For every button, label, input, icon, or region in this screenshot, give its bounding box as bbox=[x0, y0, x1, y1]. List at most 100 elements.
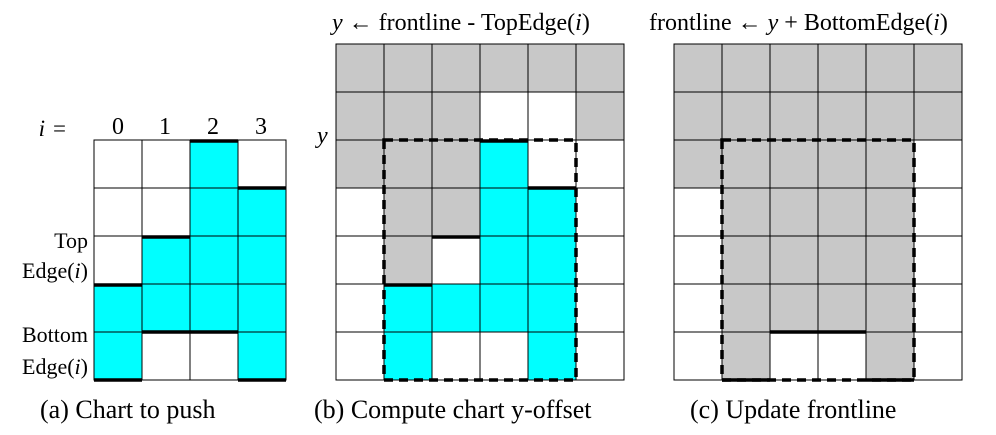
grid-cell bbox=[431, 283, 481, 333]
grid-cell bbox=[93, 139, 143, 189]
bottom-edge-label-line2: Edge(i) bbox=[22, 354, 88, 379]
grid-cell bbox=[431, 331, 481, 381]
grid-cell bbox=[189, 235, 239, 285]
grid-cell bbox=[335, 91, 385, 141]
grid-cell bbox=[769, 235, 819, 285]
grid-cell bbox=[575, 235, 625, 285]
grid-cell bbox=[721, 235, 771, 285]
panel-c-update-frontline: frontline ← y + BottomEdge(i) (c) Update… bbox=[649, 10, 963, 424]
grid-cell bbox=[93, 331, 143, 381]
grid-cell bbox=[141, 187, 191, 237]
grid-cell bbox=[817, 331, 867, 381]
grid-cell bbox=[383, 91, 433, 141]
grid-cell bbox=[575, 331, 625, 381]
grid-cell bbox=[237, 331, 287, 381]
grid-cell bbox=[673, 139, 723, 189]
grid-cell bbox=[237, 187, 287, 237]
grid-cell bbox=[721, 283, 771, 333]
grid-cell bbox=[335, 43, 385, 93]
title-c: frontline ← y + BottomEdge(i) bbox=[649, 10, 948, 36]
bottom-edge-label-line1: Bottom bbox=[22, 322, 88, 347]
grid-cell bbox=[817, 43, 867, 93]
grid-cell bbox=[721, 139, 771, 189]
grid-cell bbox=[479, 235, 529, 285]
grid-cell bbox=[913, 235, 963, 285]
grid-cell bbox=[189, 331, 239, 381]
grid-cell bbox=[913, 187, 963, 237]
grid-cell bbox=[431, 187, 481, 237]
grid-cell bbox=[673, 331, 723, 381]
grid-cell bbox=[721, 187, 771, 237]
grid-cell bbox=[479, 187, 529, 237]
grid-cell bbox=[769, 187, 819, 237]
grid-cell bbox=[817, 187, 867, 237]
grid-cell bbox=[527, 91, 577, 141]
grid-cell bbox=[189, 139, 239, 189]
grid-cell bbox=[865, 91, 915, 141]
column-index-2: 2 bbox=[207, 114, 219, 140]
grid-cell bbox=[575, 139, 625, 189]
grid-cell bbox=[865, 139, 915, 189]
grid-cell bbox=[431, 235, 481, 285]
grid-cell bbox=[673, 91, 723, 141]
grid-cell bbox=[479, 139, 529, 189]
grid-cell bbox=[721, 91, 771, 141]
grid-cell bbox=[817, 139, 867, 189]
grid-cell bbox=[769, 283, 819, 333]
grid-cell bbox=[865, 43, 915, 93]
title-b: y ← frontline - TopEdge(i) bbox=[330, 10, 590, 36]
grid-cell bbox=[913, 139, 963, 189]
grid-cell bbox=[479, 91, 529, 141]
grid-cell bbox=[817, 91, 867, 141]
grid-cell bbox=[237, 283, 287, 333]
grid-cell bbox=[865, 235, 915, 285]
grid-cell bbox=[383, 235, 433, 285]
grid-cell bbox=[431, 139, 481, 189]
panel-b-chart-outline bbox=[382, 138, 578, 382]
grid-cell bbox=[575, 91, 625, 141]
grid-cell bbox=[383, 139, 433, 189]
panel-c-chart-outline bbox=[720, 138, 916, 382]
grid-cell bbox=[865, 331, 915, 381]
panel-b-grid bbox=[335, 43, 625, 381]
column-index-0: 0 bbox=[112, 114, 124, 140]
panel-c-grid bbox=[673, 43, 963, 381]
panel-a-grid bbox=[93, 139, 287, 381]
grid-cell bbox=[335, 235, 385, 285]
grid-cell bbox=[479, 283, 529, 333]
y-offset-marker: y bbox=[315, 123, 328, 149]
grid-cell bbox=[527, 43, 577, 93]
grid-cell bbox=[913, 91, 963, 141]
grid-cell bbox=[769, 331, 819, 381]
grid-cell bbox=[673, 43, 723, 93]
top-edge-label-line2: Edge(i) bbox=[22, 258, 88, 283]
grid-cell bbox=[141, 139, 191, 189]
grid-cell bbox=[335, 139, 385, 189]
index-label: i = bbox=[39, 116, 66, 141]
grid-cell bbox=[141, 283, 191, 333]
panel-a-edge-markers bbox=[94, 139, 286, 382]
grid-cell bbox=[383, 283, 433, 333]
column-index-3: 3 bbox=[255, 114, 267, 140]
panel-b-compute-offset: y ← frontline - TopEdge(i) y (b) Compute… bbox=[314, 10, 625, 424]
grid-cell bbox=[527, 187, 577, 237]
grid-cell bbox=[383, 331, 433, 381]
grid-cell bbox=[383, 43, 433, 93]
grid-cell bbox=[673, 187, 723, 237]
grid-cell bbox=[335, 283, 385, 333]
caption-a: (a) Chart to push bbox=[40, 395, 215, 424]
grid-cell bbox=[913, 331, 963, 381]
grid-cell bbox=[93, 283, 143, 333]
grid-cell bbox=[865, 187, 915, 237]
grid-cell bbox=[527, 235, 577, 285]
grid-cell bbox=[721, 43, 771, 93]
caption-c: (c) Update frontline bbox=[690, 395, 896, 424]
grid-cell bbox=[769, 91, 819, 141]
grid-cell bbox=[575, 43, 625, 93]
grid-cell bbox=[431, 91, 481, 141]
grid-cell bbox=[769, 43, 819, 93]
grid-cell bbox=[93, 235, 143, 285]
grid-cell bbox=[141, 331, 191, 381]
grid-cell bbox=[383, 187, 433, 237]
